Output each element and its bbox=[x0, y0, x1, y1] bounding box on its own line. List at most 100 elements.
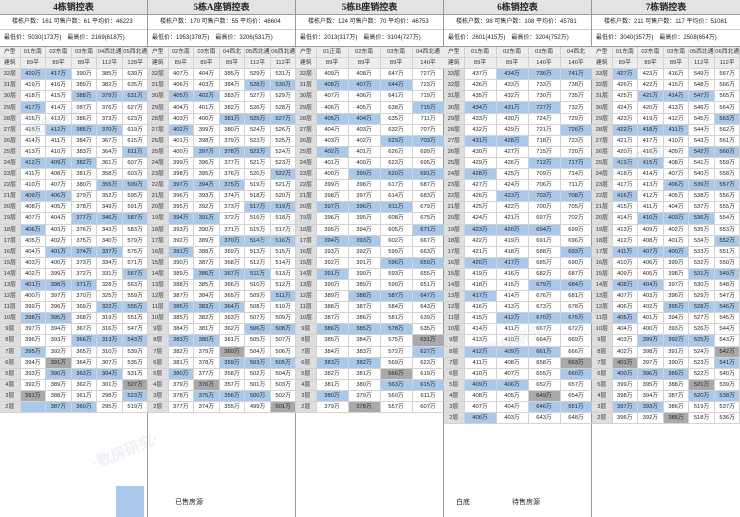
unit-cell[interactable]: 543万 bbox=[714, 334, 740, 347]
unit-cell[interactable]: 398万 bbox=[348, 179, 381, 192]
unit-cell[interactable]: 407万 bbox=[496, 368, 529, 380]
unit-cell[interactable]: 541万 bbox=[714, 357, 740, 369]
unit-cell[interactable]: 620万 bbox=[380, 168, 413, 181]
unit-cell[interactable]: 562万 bbox=[714, 124, 740, 136]
unit-cell[interactable]: 623万 bbox=[380, 157, 413, 170]
unit-cell[interactable]: 393万 bbox=[637, 401, 664, 414]
unit-cell[interactable]: 346万 bbox=[96, 212, 123, 225]
unit-cell[interactable]: 395万 bbox=[193, 168, 220, 181]
unit-cell[interactable]: 542万 bbox=[688, 146, 715, 158]
unit-cell[interactable]: 404万 bbox=[45, 212, 72, 225]
unit-cell[interactable]: 515万 bbox=[244, 224, 271, 236]
unit-cell[interactable]: 389万 bbox=[193, 235, 220, 247]
unit-cell[interactable]: 525万 bbox=[688, 334, 715, 347]
unit-cell[interactable]: 501万 bbox=[270, 401, 297, 414]
unit-cell[interactable]: 654万 bbox=[560, 390, 593, 403]
unit-cell[interactable]: 549万 bbox=[688, 68, 715, 81]
unit-cell[interactable]: 715万 bbox=[412, 101, 445, 114]
unit-cell[interactable]: 411万 bbox=[464, 357, 497, 369]
unit-cell[interactable]: 523万 bbox=[270, 157, 297, 170]
unit-cell[interactable]: 385万 bbox=[219, 68, 246, 81]
unit-cell[interactable]: 395万 bbox=[637, 379, 664, 391]
unit-cell[interactable]: 363万 bbox=[219, 312, 246, 325]
unit-cell[interactable]: 523万 bbox=[244, 135, 271, 147]
unit-cell[interactable]: 603万 bbox=[122, 168, 149, 181]
unit-cell[interactable]: 706万 bbox=[528, 179, 561, 192]
unit-cell[interactable]: 647万 bbox=[380, 68, 413, 81]
unit-cell[interactable]: 414万 bbox=[637, 168, 664, 181]
unit-cell[interactable]: 672万 bbox=[560, 323, 593, 336]
unit-cell[interactable]: 389万 bbox=[45, 379, 72, 391]
unit-cell[interactable]: 385万 bbox=[168, 312, 195, 325]
unit-cell[interactable]: 531万 bbox=[688, 268, 715, 280]
unit-cell[interactable]: 322万 bbox=[96, 301, 123, 314]
unit-cell[interactable]: 373万 bbox=[71, 257, 98, 269]
unit-cell[interactable]: 615万 bbox=[412, 379, 445, 391]
unit-cell[interactable]: 521万 bbox=[270, 179, 297, 192]
unit-cell[interactable]: 530万 bbox=[688, 279, 715, 292]
unit-cell[interactable]: 506万 bbox=[244, 323, 271, 336]
unit-cell[interactable]: 631万 bbox=[412, 334, 445, 347]
unit-cell[interactable]: 385万 bbox=[663, 412, 690, 425]
unit-cell[interactable]: 398万 bbox=[45, 279, 72, 292]
unit-cell[interactable]: 550万 bbox=[714, 257, 740, 269]
unit-cell[interactable]: 404万 bbox=[348, 113, 381, 125]
unit-cell[interactable]: 384万 bbox=[168, 323, 195, 336]
unit-cell[interactable]: 614万 bbox=[380, 190, 413, 203]
unit-cell[interactable]: 392万 bbox=[168, 235, 195, 247]
unit-cell[interactable]: 563万 bbox=[714, 113, 740, 125]
unit-cell[interactable]: 567万 bbox=[714, 68, 740, 81]
unit-cell[interactable]: 399万 bbox=[663, 257, 690, 269]
unit-cell[interactable]: 522万 bbox=[270, 168, 297, 181]
unit-cell[interactable]: 407万 bbox=[20, 212, 47, 225]
unit-cell[interactable]: 383万 bbox=[71, 146, 98, 158]
unit-cell[interactable]: 412万 bbox=[45, 124, 72, 136]
unit-cell[interactable]: 313万 bbox=[96, 334, 123, 347]
unit-cell[interactable]: 422万 bbox=[464, 235, 497, 247]
unit-cell[interactable]: 419万 bbox=[496, 235, 529, 247]
unit-cell[interactable]: 379万 bbox=[219, 135, 246, 147]
unit-cell[interactable]: 417万 bbox=[20, 101, 47, 114]
unit-cell[interactable]: 397万 bbox=[168, 179, 195, 192]
unit-cell[interactable]: 569万 bbox=[380, 357, 413, 369]
unit-cell[interactable]: 426万 bbox=[496, 157, 529, 170]
unit-cell[interactable]: 394万 bbox=[348, 224, 381, 236]
unit-cell[interactable]: 402万 bbox=[193, 90, 220, 103]
unit-cell[interactable]: 518万 bbox=[270, 212, 297, 225]
unit-cell[interactable]: 372万 bbox=[71, 268, 98, 280]
unit-cell[interactable]: 519万 bbox=[270, 201, 297, 214]
unit-cell[interactable]: 406万 bbox=[637, 257, 664, 269]
unit-cell[interactable]: 635万 bbox=[412, 323, 445, 336]
unit-cell[interactable]: 667万 bbox=[412, 235, 445, 247]
unit-cell[interactable]: 381万 bbox=[219, 113, 246, 125]
unit-cell[interactable]: 705万 bbox=[560, 201, 593, 214]
unit-cell[interactable]: 367万 bbox=[96, 135, 123, 147]
unit-cell[interactable]: 378万 bbox=[219, 146, 246, 158]
unit-cell[interactable]: 425万 bbox=[496, 168, 529, 181]
unit-cell[interactable]: 396万 bbox=[168, 190, 195, 203]
unit-cell[interactable]: 715万 bbox=[528, 146, 561, 158]
unit-cell[interactable]: 631万 bbox=[122, 90, 149, 103]
unit-cell[interactable]: 384万 bbox=[348, 334, 381, 347]
unit-cell[interactable]: 409万 bbox=[464, 379, 497, 391]
unit-cell[interactable]: 539万 bbox=[122, 346, 149, 358]
unit-cell[interactable]: 416万 bbox=[464, 301, 497, 314]
unit-cell[interactable]: 370万 bbox=[96, 124, 123, 136]
unit-cell[interactable]: 395万 bbox=[45, 312, 72, 325]
unit-cell[interactable]: 413万 bbox=[496, 301, 529, 314]
unit-cell[interactable]: 419万 bbox=[612, 157, 639, 170]
unit-cell[interactable]: 538万 bbox=[688, 190, 715, 203]
unit-cell[interactable]: 404万 bbox=[193, 68, 220, 81]
unit-cell[interactable]: 390万 bbox=[316, 279, 349, 292]
unit-cell[interactable]: 724万 bbox=[528, 113, 561, 125]
unit-cell[interactable]: 366万 bbox=[219, 279, 246, 292]
unit-cell[interactable]: 415万 bbox=[20, 124, 47, 136]
unit-cell[interactable]: 416万 bbox=[20, 113, 47, 125]
unit-cell[interactable]: 400万 bbox=[612, 368, 639, 380]
unit-cell[interactable]: 385万 bbox=[348, 323, 381, 336]
unit-cell[interactable]: 398万 bbox=[612, 390, 639, 403]
unit-cell[interactable]: 387万 bbox=[348, 301, 381, 314]
unit-cell[interactable]: 387万 bbox=[663, 390, 690, 403]
unit-cell[interactable]: 426万 bbox=[612, 79, 639, 92]
unit-cell[interactable]: 525万 bbox=[270, 135, 297, 147]
